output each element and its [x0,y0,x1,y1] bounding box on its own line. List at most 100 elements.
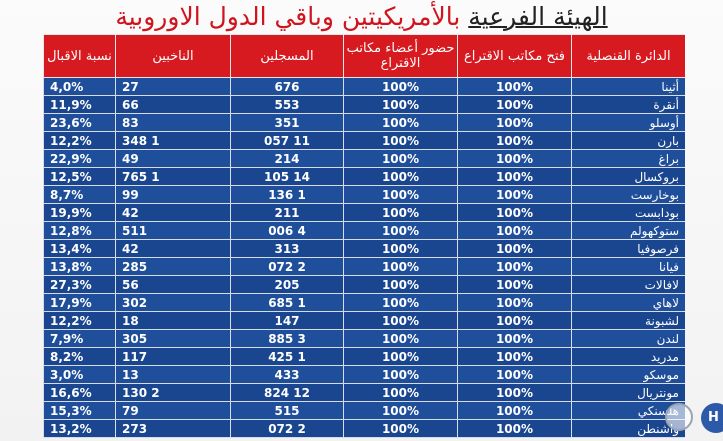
cell-voters: 83 [115,113,231,132]
table-row: هلسنكي 100% 100% 515 79 15,3% [43,401,685,420]
cell-registered: 11 057 [230,131,344,150]
table-row: بروكسال 100% 100% 14 105 1 765 12,5% [43,167,685,186]
cell-members-presence: 100% [343,131,458,150]
results-table-container: الدائرة القنصلية فتح مكاتب الاقتراع حضور… [43,34,685,441]
cell-consulate: لافالات [571,275,685,294]
cell-members-presence: 100% [343,257,458,276]
cell-open-offices: 100% [457,95,572,114]
cell-turnout: 13,8% [43,257,116,276]
title-part-1: الهيئة الفرعية [468,2,608,31]
cell-voters: 2 130 [115,383,231,402]
cell-members-presence: 100% [343,221,458,240]
cell-consulate: براغ [571,149,685,168]
table-row: أثينا 100% 100% 676 27 4,0% [43,77,685,96]
cell-members-presence: 100% [343,239,458,258]
table-body: أثينا 100% 100% 676 27 4,0% أنقرة 100% 100% 553 66… [43,77,685,438]
cell-open-offices: 100% [457,401,572,420]
cell-open-offices: 100% [457,257,572,276]
cell-members-presence: 100% [343,167,458,186]
cell-registered: 3 885 [230,329,344,348]
cell-open-offices: 100% [457,113,572,132]
cell-voters: 56 [115,275,231,294]
table-row: ستوكهولم 100% 100% 4 006 511 12,8% [43,221,685,240]
cell-registered: 313 [230,239,344,258]
cell-registered: 4 006 [230,221,344,240]
cell-voters: 42 [115,239,231,258]
cell-voters: 18 [115,311,231,330]
cell-turnout: 12,2% [43,311,116,330]
cell-turnout: 12,8% [43,221,116,240]
cell-turnout: 12,2% [43,131,116,150]
cell-registered: 433 [230,365,344,384]
cell-turnout: 16,6% [43,383,116,402]
cell-open-offices: 100% [457,149,572,168]
cell-voters: 49 [115,149,231,168]
table-row: لندن 100% 100% 3 885 305 7,9% [43,329,685,348]
cell-members-presence: 100% [343,95,458,114]
circle-icon[interactable] [665,403,693,431]
cell-voters: 42 [115,203,231,222]
cell-voters: 1 348 [115,131,231,150]
table-row: بودابست 100% 100% 211 42 19,9% [43,203,685,222]
cell-open-offices: 100% [457,221,572,240]
cell-members-presence: 100% [343,149,458,168]
cell-open-offices: 100% [457,347,572,366]
slide-title: الهيئة الفرعية بالأمريكيتين وباقي الدول … [0,0,723,34]
table-row: لشبونة 100% 100% 147 18 12,2% [43,311,685,330]
cell-consulate: موسكو [571,365,685,384]
cell-open-offices: 100% [457,383,572,402]
cell-turnout: 7,9% [43,329,116,348]
cell-voters: 117 [115,347,231,366]
table-row: أوسلو 100% 100% 351 83 23,6% [43,113,685,132]
cell-turnout: 22,9% [43,149,116,168]
table-row: بارن 100% 100% 11 057 1 348 12,2% [43,131,685,150]
cell-voters: 511 [115,221,231,240]
cell-open-offices: 100% [457,329,572,348]
cell-open-offices: 100% [457,77,572,96]
cell-open-offices: 100% [457,239,572,258]
cell-open-offices: 100% [457,293,572,312]
cell-open-offices: 100% [457,311,572,330]
cell-voters: 79 [115,401,231,420]
cell-voters: 99 [115,185,231,204]
cell-turnout: 8,2% [43,347,116,366]
cell-members-presence: 100% [343,113,458,132]
header-open-offices: فتح مكاتب الاقتراع [457,34,572,78]
cell-members-presence: 100% [343,365,458,384]
cell-turnout: 13,4% [43,239,116,258]
cell-consulate: بروكسال [571,167,685,186]
cell-open-offices: 100% [457,275,572,294]
help-bubble-icon[interactable]: H [701,403,723,433]
cell-registered: 553 [230,95,344,114]
cell-turnout: 12,5% [43,167,116,186]
cell-consulate: أنقرة [571,95,685,114]
cell-registered: 2 072 [230,419,344,438]
header-registered: المسجلين [230,34,344,78]
cell-turnout: 19,9% [43,203,116,222]
cell-voters: 302 [115,293,231,312]
cell-consulate: بودابست [571,203,685,222]
cell-members-presence: 100% [343,275,458,294]
table-header-row: الدائرة القنصلية فتح مكاتب الاقتراع حضور… [43,34,685,78]
table-row: لافالات 100% 100% 205 56 27,3% [43,275,685,294]
cell-members-presence: 100% [343,77,458,96]
cell-registered: 12 824 [230,383,344,402]
cell-consulate: فرصوفيا [571,239,685,258]
title-part-2: بالأمريكيتين وباقي الدول الاوروبية [115,2,469,31]
table-row: واشنطن 100% 100% 2 072 273 13,2% [43,419,685,438]
cell-turnout: 8,7% [43,185,116,204]
cell-registered: 14 105 [230,167,344,186]
cell-members-presence: 100% [343,185,458,204]
cell-voters: 1 765 [115,167,231,186]
cell-open-offices: 100% [457,185,572,204]
cell-registered: 676 [230,77,344,96]
cell-registered: 1 136 [230,185,344,204]
cell-consulate: واشنطن [571,419,685,438]
cell-members-presence: 100% [343,347,458,366]
cell-members-presence: 100% [343,383,458,402]
cell-turnout: 17,9% [43,293,116,312]
cell-turnout: 4,0% [43,77,116,96]
table-row: مونتريال 100% 100% 12 824 2 130 16,6% [43,383,685,402]
table-row: مدريد 100% 100% 1 425 117 8,2% [43,347,685,366]
table-row: لاهاي 100% 100% 1 685 302 17,9% [43,293,685,312]
